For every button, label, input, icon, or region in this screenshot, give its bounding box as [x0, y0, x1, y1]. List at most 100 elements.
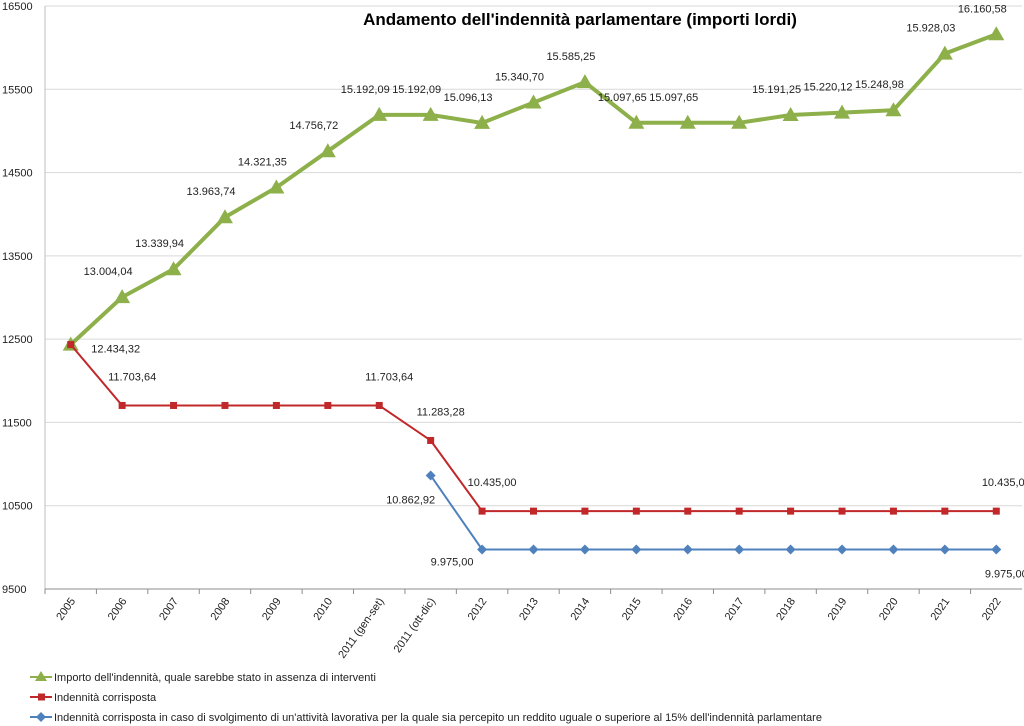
legend-label: Importo dell'indennità, quale sarebbe st… [54, 672, 376, 684]
x-tick-label: 2008 [209, 596, 233, 623]
data-label: 14.756,72 [289, 120, 338, 132]
data-label: 15.191,25 [752, 84, 801, 96]
square-marker [530, 507, 537, 515]
triangle-marker [114, 289, 131, 304]
y-tick-label: 13500 [2, 251, 33, 263]
triangle-marker [422, 106, 439, 121]
triangle-marker [628, 114, 645, 129]
diamond-marker [888, 544, 899, 555]
data-label: 15.340,70 [495, 72, 544, 84]
square-marker [735, 507, 743, 515]
triangle-marker [319, 143, 336, 158]
legend-label: Indennità corrisposta [54, 692, 157, 704]
triangle-marker [216, 209, 233, 224]
x-tick-label: 2016 [671, 596, 695, 623]
data-label: 13.004,04 [84, 266, 133, 278]
triangle-marker [834, 104, 851, 119]
series-line [69, 343, 997, 513]
triangle-marker [731, 114, 748, 129]
diamond-marker [528, 544, 539, 555]
square-marker [170, 401, 178, 409]
x-tick-label: 2018 [774, 596, 798, 623]
y-tick-label: 14500 [2, 168, 33, 180]
square-marker [375, 401, 383, 409]
square-marker [992, 507, 1000, 515]
square-marker [581, 507, 589, 515]
legend-triangle-icon [35, 671, 47, 681]
square-marker [221, 401, 229, 409]
data-label: 14.321,35 [238, 156, 287, 168]
diamond-marker [785, 544, 796, 555]
x-tick-label: 2022 [980, 596, 1004, 623]
x-tick-label: 2005 [54, 596, 78, 623]
data-label: 13.963,74 [187, 186, 236, 198]
legend-square-icon [38, 693, 45, 701]
y-tick-label: 9500 [2, 584, 26, 596]
data-label: 15.220,12 [804, 82, 853, 94]
square-marker [427, 436, 435, 444]
y-tick-label: 12500 [2, 334, 33, 346]
data-label: 12.434,32 [91, 344, 140, 356]
square-marker [67, 341, 75, 349]
diamond-marker [579, 544, 590, 555]
diamond-marker [477, 544, 488, 555]
triangle-marker [782, 107, 799, 122]
chart-title: Andamento dell'indennità parlamentare (i… [363, 10, 797, 29]
data-label: 10.435,00 [982, 477, 1024, 489]
triangle-marker [525, 94, 542, 109]
data-label: 9.975,00 [985, 568, 1024, 580]
data-label: 10.435,00 [468, 477, 517, 489]
data-label: 15.097,65 [649, 92, 698, 104]
data-label: 15.097,65 [598, 92, 647, 104]
data-label: 11.703,64 [108, 371, 156, 383]
x-tick-label: 2011 (gen-set) [336, 596, 386, 661]
triangle-marker [474, 114, 491, 129]
square-marker [941, 507, 949, 515]
triangle-marker [165, 261, 182, 276]
data-label: 15.928,03 [906, 23, 955, 35]
square-marker [838, 507, 846, 515]
square-marker [478, 507, 486, 515]
data-label: 9.975,00 [431, 556, 474, 568]
x-tick-label: 2014 [569, 596, 593, 623]
triangle-marker [268, 179, 285, 194]
data-label: 15.192,09 [341, 84, 390, 96]
triangle-marker [679, 114, 696, 129]
square-marker [787, 507, 795, 515]
x-tick-label: 2012 [466, 596, 490, 623]
data-label: 13.339,94 [135, 238, 184, 250]
y-tick-label: 10500 [2, 501, 33, 513]
legend-label: Indennità corrisposta in caso di svolgim… [54, 712, 822, 724]
triangle-marker [936, 45, 953, 60]
x-tick-label: 2013 [517, 596, 541, 623]
data-label: 10.862,92 [386, 494, 435, 506]
diamond-marker [837, 544, 848, 555]
legend-diamond-icon [36, 712, 46, 722]
y-tick-label: 11500 [2, 417, 32, 429]
data-label: 15.096,13 [444, 92, 493, 104]
x-tick-label: 2020 [877, 596, 901, 623]
x-tick-label: 2010 [311, 596, 335, 623]
x-tick-label: 2011 (ott-dic) [392, 596, 439, 655]
diamond-marker [939, 544, 950, 555]
series-line [429, 474, 997, 551]
data-label: 15.248,98 [855, 79, 904, 91]
x-tick-label: 2019 [826, 596, 850, 623]
x-tick-label: 2009 [260, 596, 284, 623]
square-marker [324, 401, 332, 409]
square-marker [272, 401, 280, 409]
x-tick-label: 2007 [157, 596, 181, 623]
triangle-marker [371, 106, 388, 121]
x-tick-label: 2015 [620, 596, 644, 623]
data-label: 16.160,58 [958, 3, 1007, 15]
diamond-marker [425, 470, 436, 481]
square-marker [889, 507, 897, 515]
x-tick-label: 2021 [928, 596, 952, 623]
triangle-marker [988, 26, 1005, 41]
data-label: 11.703,64 [365, 371, 413, 383]
x-tick-label: 2017 [723, 596, 747, 623]
diamond-marker [631, 544, 642, 555]
triangle-marker [885, 102, 902, 117]
data-label: 11.283,28 [417, 406, 465, 418]
